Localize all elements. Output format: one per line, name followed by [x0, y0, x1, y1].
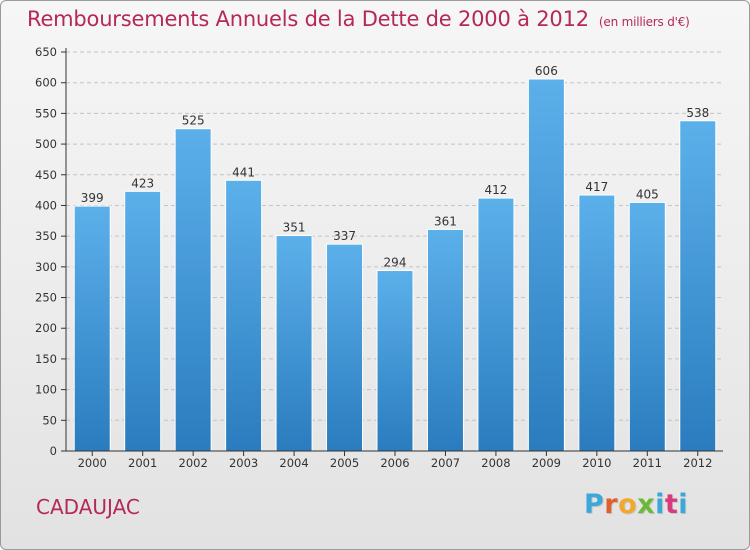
- y-tick-label: 350: [35, 229, 57, 243]
- y-tick-label: 450: [35, 168, 57, 182]
- x-tick-label-2011: 2011: [633, 456, 662, 470]
- data-label-2006: 294: [384, 256, 407, 270]
- y-axis-ticks: 0 50 100 150 200 250 300 350 400 450 500 550 600 650: [35, 45, 66, 458]
- y-tick-label: 50: [42, 413, 57, 427]
- chart-title-text: Remboursements Annuels de la Dette de 20…: [27, 7, 589, 31]
- data-labels: 399 423 525 441 351 337 294 361 412 606 417 405 538: [81, 64, 709, 270]
- x-tick-label-2012: 2012: [683, 456, 712, 470]
- y-tick-label: 100: [35, 383, 57, 397]
- data-label-2012: 538: [686, 106, 709, 120]
- data-label-2007: 361: [434, 214, 457, 228]
- chart-subtitle: (en milliers d'€): [598, 15, 690, 29]
- chart-title: Remboursements Annuels de la Dette de 20…: [27, 7, 690, 31]
- commune-name: CADAUJAC: [36, 495, 140, 519]
- x-tick-label-2003: 2003: [229, 456, 258, 470]
- bar-2007: [426, 228, 464, 452]
- x-tick-label-2007: 2007: [431, 456, 460, 470]
- bar-2001: [124, 190, 162, 452]
- y-tick-label: 500: [35, 137, 57, 151]
- x-axis-ticks: 2000 2001 2002 2003 2004 2005 2006 2007 2008 2009…: [78, 451, 712, 470]
- data-label-2000: 399: [81, 191, 104, 205]
- x-tick-label-2010: 2010: [582, 456, 611, 470]
- data-label-2001: 423: [131, 176, 154, 190]
- y-tick-label: 250: [35, 291, 57, 305]
- data-label-2005: 337: [333, 229, 356, 243]
- x-tick-label-2006: 2006: [380, 456, 409, 470]
- data-label-2003: 441: [232, 165, 255, 179]
- bar-2010: [578, 194, 616, 452]
- y-tick-label: 200: [35, 321, 57, 335]
- bar-2011: [628, 201, 666, 452]
- x-tick-label-2000: 2000: [78, 456, 107, 470]
- bar-2003: [225, 179, 263, 452]
- y-tick-label: 400: [35, 198, 57, 212]
- data-label-2010: 417: [585, 180, 608, 194]
- data-label-2009: 606: [535, 64, 558, 78]
- data-label-2002: 525: [182, 114, 205, 128]
- y-tick-label: 600: [35, 76, 57, 90]
- bar-2012: [679, 120, 717, 452]
- y-tick-label: 650: [35, 45, 57, 59]
- proxiti-logo: Proxiti: [584, 489, 689, 520]
- x-tick-label-2004: 2004: [279, 456, 308, 470]
- y-tick-label: 0: [50, 444, 57, 458]
- data-label-2008: 412: [484, 183, 507, 197]
- y-tick-label: 300: [35, 260, 57, 274]
- x-tick-label-2008: 2008: [481, 456, 510, 470]
- y-tick-label: 150: [35, 352, 57, 366]
- bars: [73, 78, 717, 452]
- y-tick-label: 550: [35, 106, 57, 120]
- data-label-2011: 405: [636, 187, 659, 201]
- x-tick-label-2005: 2005: [330, 456, 359, 470]
- x-tick-label-2009: 2009: [532, 456, 561, 470]
- bar-2006: [376, 270, 414, 452]
- axes: [65, 48, 723, 452]
- bar-2009: [527, 78, 565, 452]
- bar-2008: [477, 197, 515, 452]
- bar-2005: [326, 243, 364, 452]
- bar-2000: [73, 205, 111, 452]
- bar-2002: [174, 128, 212, 452]
- data-label-2004: 351: [283, 221, 306, 235]
- x-tick-label-2001: 2001: [128, 456, 157, 470]
- bar-2004: [275, 235, 313, 452]
- x-tick-label-2002: 2002: [179, 456, 208, 470]
